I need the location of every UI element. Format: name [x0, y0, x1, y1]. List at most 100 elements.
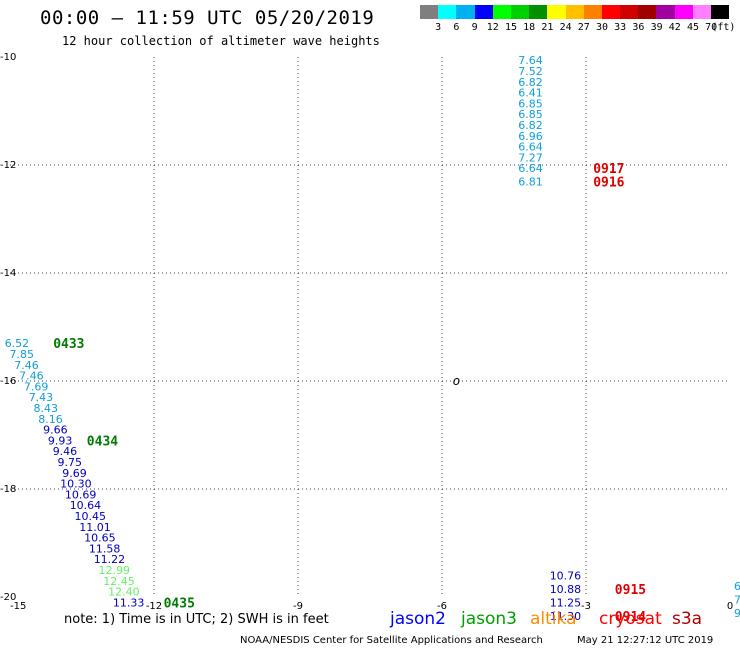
y-tick-label: -10: [0, 52, 16, 63]
wave-height-value: 10.69: [65, 488, 97, 501]
color-scale-swatches: [420, 5, 730, 19]
x-tick-label: -12: [146, 601, 162, 612]
x-tick-label: 0: [727, 601, 733, 612]
wave-height-value: 6.82: [518, 119, 543, 132]
scale-swatch: [638, 5, 657, 19]
scale-label: 45: [686, 22, 700, 33]
scale-swatch: [674, 5, 693, 19]
wave-height-value: 11.01: [79, 521, 111, 534]
wave-height-value: 12.45: [103, 575, 135, 588]
time-label: 0914: [615, 610, 646, 625]
x-tick-label: -6: [437, 601, 447, 612]
generated-timestamp: May 21 12:27:12 UTC 2019: [577, 635, 714, 646]
scale-label: (ft): [711, 22, 736, 33]
footer-legend: note: 1) Time is in UTC; 2) SWH is in fe…: [64, 609, 740, 631]
wave-height-value: 6.64: [518, 162, 543, 175]
wave-height-value: 11.30: [550, 610, 582, 623]
wave-height-value: 6.85: [518, 108, 543, 121]
time-label: 0915: [615, 583, 646, 598]
grid: [10, 57, 730, 597]
wave-height-value: 7.85: [10, 348, 35, 361]
y-tick-label: -12: [0, 160, 16, 171]
scale-label: 24: [559, 22, 572, 33]
wave-height-value: 12.99: [99, 564, 131, 577]
time-label: 0917: [593, 162, 624, 177]
scale-label: 21: [541, 22, 554, 33]
wave-height-value: 6.52: [5, 337, 30, 350]
scale-swatch: [583, 5, 602, 19]
scale-swatch: [692, 5, 711, 19]
scale-swatch: [711, 5, 730, 19]
y-tick-label: -18: [0, 484, 16, 495]
scale-swatch: [420, 5, 439, 19]
wave-height-value: 10.76: [550, 569, 582, 582]
wave-height-value: 7.69: [24, 380, 49, 393]
scale-label: 30: [595, 22, 609, 33]
axis-ticks: -15 -12 -9 -6 -3 0 -10 -12 -14 -16 -18 -20: [0, 52, 733, 612]
scale-swatch: [620, 5, 639, 19]
time-label: 0916: [593, 176, 624, 191]
color-scale-legend: 3 6 9 12 15 18 21 24 27 30 33 36 39 42 45 70 (ft): [420, 5, 735, 37]
time-label: 0434: [87, 434, 118, 449]
data-marks: 7.647.526.826.416.856.856.826.966.647.27…: [5, 54, 740, 625]
time-label: 0433: [53, 337, 84, 352]
wave-height-value: 8.16: [38, 413, 63, 426]
scale-label: 36: [632, 22, 645, 33]
wave-height-value: 6.96: [518, 130, 543, 143]
position-marker: o: [453, 374, 460, 388]
wave-height-value: 11.22: [94, 553, 126, 566]
satellite-altika: altika: [530, 609, 577, 629]
satellite-jason3: jason3: [461, 609, 517, 629]
wave-height-value: 8.43: [34, 402, 59, 415]
wave-height-value: 10.88: [550, 583, 582, 596]
wave-height-value: 12.40: [108, 586, 140, 599]
wave-height-value: 9.75: [58, 456, 83, 469]
wave-height-value: 11.33: [113, 596, 145, 609]
chart-title: 00:00 – 11:59 UTC 05/20/2019: [40, 7, 375, 29]
edge-value-fragment: 7: [734, 594, 740, 607]
scale-label: 33: [614, 22, 627, 33]
scale-label: 70: [705, 22, 718, 33]
y-tick-label: -14: [0, 268, 16, 279]
scale-swatch: [492, 5, 511, 19]
y-tick-label: -16: [0, 376, 16, 387]
time-label: 0435: [164, 596, 195, 611]
wave-height-value: 10.45: [75, 510, 107, 523]
wave-height-value: 6.82: [518, 76, 543, 89]
scale-label: 12: [486, 22, 499, 33]
wave-height-value: 9.46: [53, 445, 78, 458]
y-tick-label: -20: [0, 592, 16, 603]
x-tick-label: -15: [10, 601, 26, 612]
wave-height-value: 7.43: [29, 391, 54, 404]
scale-swatch: [510, 5, 530, 19]
color-scale-labels: 3 6 9 12 15 18 21 24 27 30 33 36 39 42 45 70 (ft): [420, 22, 735, 36]
scale-swatch: [529, 5, 548, 19]
wave-height-value: 7.27: [518, 151, 543, 164]
scale-swatch: [656, 5, 675, 19]
wave-height-value: 10.65: [84, 532, 116, 545]
scale-swatch: [456, 5, 475, 19]
scale-swatch: [438, 5, 457, 19]
chart-subtitle: 12 hour collection of altimeter wave hei…: [62, 34, 380, 48]
scale-label: 15: [504, 22, 518, 33]
x-tick-label: -9: [293, 601, 303, 612]
scale-label: 9: [471, 22, 478, 33]
scale-swatch: [601, 5, 621, 19]
wave-height-value: 9.69: [62, 467, 87, 480]
wave-height-value: 9.93: [48, 434, 73, 447]
scale-swatch: [565, 5, 584, 19]
scale-label: 18: [523, 22, 536, 33]
edge-value-fragment: 9: [734, 607, 740, 620]
x-tick-label: -3: [581, 601, 591, 612]
scale-swatch: [474, 5, 493, 19]
wave-height-value: 7.46: [14, 359, 39, 372]
satellite-jason2: jason2: [390, 609, 446, 629]
scale-label: 27: [577, 22, 590, 33]
wave-height-value: 7.64: [518, 54, 543, 67]
wave-height-value: 7.52: [518, 65, 543, 78]
wave-height-value: 9.66: [43, 424, 68, 437]
satellite-cryosat: cryosat: [599, 609, 662, 629]
wave-height-value: 6.81: [518, 176, 543, 189]
wave-height-value: 10.64: [70, 499, 102, 512]
